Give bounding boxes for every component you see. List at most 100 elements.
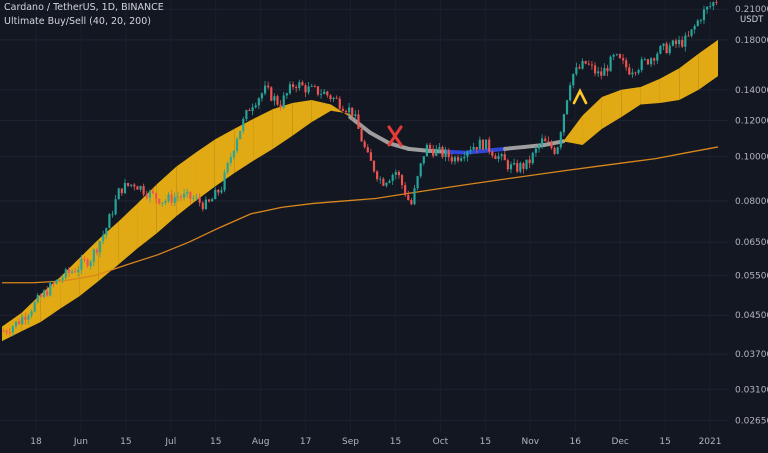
candle <box>432 148 435 156</box>
candle <box>186 191 189 194</box>
candle <box>413 188 416 205</box>
candle <box>541 138 544 146</box>
candle <box>491 151 494 156</box>
candle <box>603 68 606 76</box>
candle <box>363 141 366 148</box>
candle <box>419 163 422 177</box>
candle <box>450 157 453 162</box>
band-segment <box>387 141 411 151</box>
x-tick-label: 15 <box>120 437 131 447</box>
candle <box>204 199 207 210</box>
candle <box>332 97 335 100</box>
candle <box>516 163 519 172</box>
band-segment <box>330 104 351 118</box>
candle <box>248 110 251 112</box>
candle <box>547 141 550 143</box>
candle <box>267 85 270 88</box>
candle <box>715 2 718 4</box>
candle <box>407 195 410 201</box>
candle <box>11 326 14 333</box>
candle <box>394 171 397 175</box>
candle <box>460 158 463 161</box>
candle <box>276 96 279 105</box>
candle <box>556 147 559 154</box>
candle <box>597 71 600 74</box>
signals <box>387 88 588 147</box>
chart-title: Cardano / TetherUS, 1D, BINANCE <box>4 2 164 13</box>
candle <box>36 295 39 303</box>
band-segment <box>214 128 235 187</box>
ma-200 <box>2 146 719 284</box>
candle <box>503 154 506 161</box>
candle <box>379 178 382 180</box>
candle <box>114 199 117 215</box>
candle <box>164 201 167 203</box>
candle <box>500 154 503 157</box>
candle <box>8 332 11 334</box>
candle <box>326 91 329 96</box>
candle <box>70 271 74 273</box>
candle <box>690 29 693 36</box>
candle <box>139 186 142 190</box>
indicator-legend[interactable]: Ultimate Buy/Sell (40, 20, 200) <box>4 16 151 27</box>
x-tick-label: Sep <box>342 437 359 447</box>
band-segment <box>464 148 488 155</box>
candle <box>61 277 64 280</box>
candle <box>33 302 36 312</box>
x-tick-label: Aug <box>252 437 270 447</box>
candle <box>291 84 295 87</box>
candle <box>699 20 702 21</box>
x-tick-label: 2021 <box>699 437 722 447</box>
candle <box>335 97 338 99</box>
candle <box>400 175 404 186</box>
candle <box>142 186 145 195</box>
candle <box>376 171 379 180</box>
candle <box>341 108 344 111</box>
x-axis: 18 Jun 15 Jul 15 Aug 17 Sep 15 Oct 15 Nov 16 Dec 15 202… <box>30 437 721 447</box>
candle <box>712 2 715 6</box>
y-tick-label: 0.21000 <box>735 5 768 15</box>
band-segment <box>621 86 641 118</box>
candle <box>301 82 304 86</box>
candle <box>120 188 123 194</box>
candle <box>55 280 58 284</box>
candle <box>559 132 562 148</box>
x-tick-label: 15 <box>390 437 401 447</box>
candle <box>478 139 481 150</box>
candle <box>484 139 488 150</box>
band-segment <box>445 149 469 155</box>
candle <box>550 142 553 148</box>
candle <box>348 107 351 113</box>
candle <box>242 119 245 132</box>
candle <box>95 249 99 253</box>
candle <box>369 152 372 161</box>
candle <box>453 157 457 162</box>
candle <box>260 93 264 99</box>
candle <box>385 182 388 186</box>
candle <box>649 58 653 65</box>
candle <box>569 85 572 101</box>
candle <box>42 290 46 297</box>
ma-200-line <box>2 146 719 284</box>
band-segment <box>348 115 372 135</box>
band-segment <box>563 115 583 146</box>
candle <box>239 131 242 140</box>
candle <box>456 157 460 161</box>
band-segment <box>253 109 273 161</box>
candle <box>232 150 236 158</box>
candle <box>24 316 27 320</box>
candle <box>220 190 223 193</box>
candle <box>544 138 547 142</box>
candle <box>211 199 214 202</box>
candle <box>77 269 80 273</box>
candle <box>235 139 239 151</box>
candle <box>382 178 385 186</box>
band-segment <box>640 78 660 105</box>
